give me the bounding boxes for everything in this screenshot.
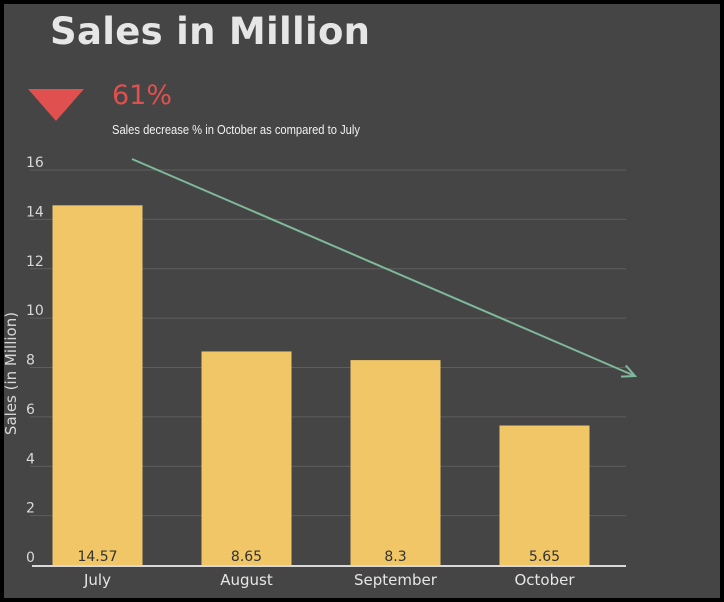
bar-october xyxy=(499,425,590,565)
value-label: 8.3 xyxy=(384,549,406,565)
value-label: 14.57 xyxy=(77,549,117,565)
bar-july xyxy=(52,205,143,565)
y-tick-label: 12 xyxy=(26,254,44,270)
value-label: 5.65 xyxy=(529,549,560,565)
triangle-down-icon xyxy=(28,89,84,121)
y-tick-label: 16 xyxy=(26,155,44,171)
trend-arrowhead xyxy=(620,364,638,378)
bar-september xyxy=(350,360,441,565)
value-label: 8.65 xyxy=(231,549,262,565)
y-tick-labels: 0 2 4 6 8 10 12 14 16 xyxy=(26,155,44,566)
y-tick-label: 14 xyxy=(26,204,44,220)
kpi-value: 61% xyxy=(112,80,173,111)
y-tick-label: 2 xyxy=(26,501,35,517)
y-axis-label: Sales (in Million) xyxy=(4,312,20,435)
chart-canvas: Sales in Million 61% Sales decrease % in… xyxy=(4,4,720,598)
value-labels: 14.57 8.65 8.3 5.65 xyxy=(77,549,560,565)
category-label: July xyxy=(83,571,111,589)
kpi-caption: Sales decrease % in October as compared … xyxy=(112,122,360,137)
y-tick-label: 10 xyxy=(26,303,44,319)
y-tick-label: 8 xyxy=(26,353,35,369)
y-tick-label: 4 xyxy=(26,451,35,467)
trend-line xyxy=(131,158,636,377)
chart-title: Sales in Million xyxy=(50,10,371,53)
category-label: October xyxy=(514,571,575,589)
bar-chart: 0 2 4 6 8 10 12 14 16 14.57 8.65 8.3 5.65 July Augus… xyxy=(4,155,638,589)
y-tick-label: 6 xyxy=(26,402,35,418)
bar-august xyxy=(201,351,292,565)
trend-arrow xyxy=(131,158,638,378)
category-labels: July August September October xyxy=(83,571,575,589)
bars xyxy=(52,205,590,565)
category-label: September xyxy=(354,571,438,589)
category-label: August xyxy=(220,571,273,589)
y-tick-label: 0 xyxy=(26,550,35,566)
